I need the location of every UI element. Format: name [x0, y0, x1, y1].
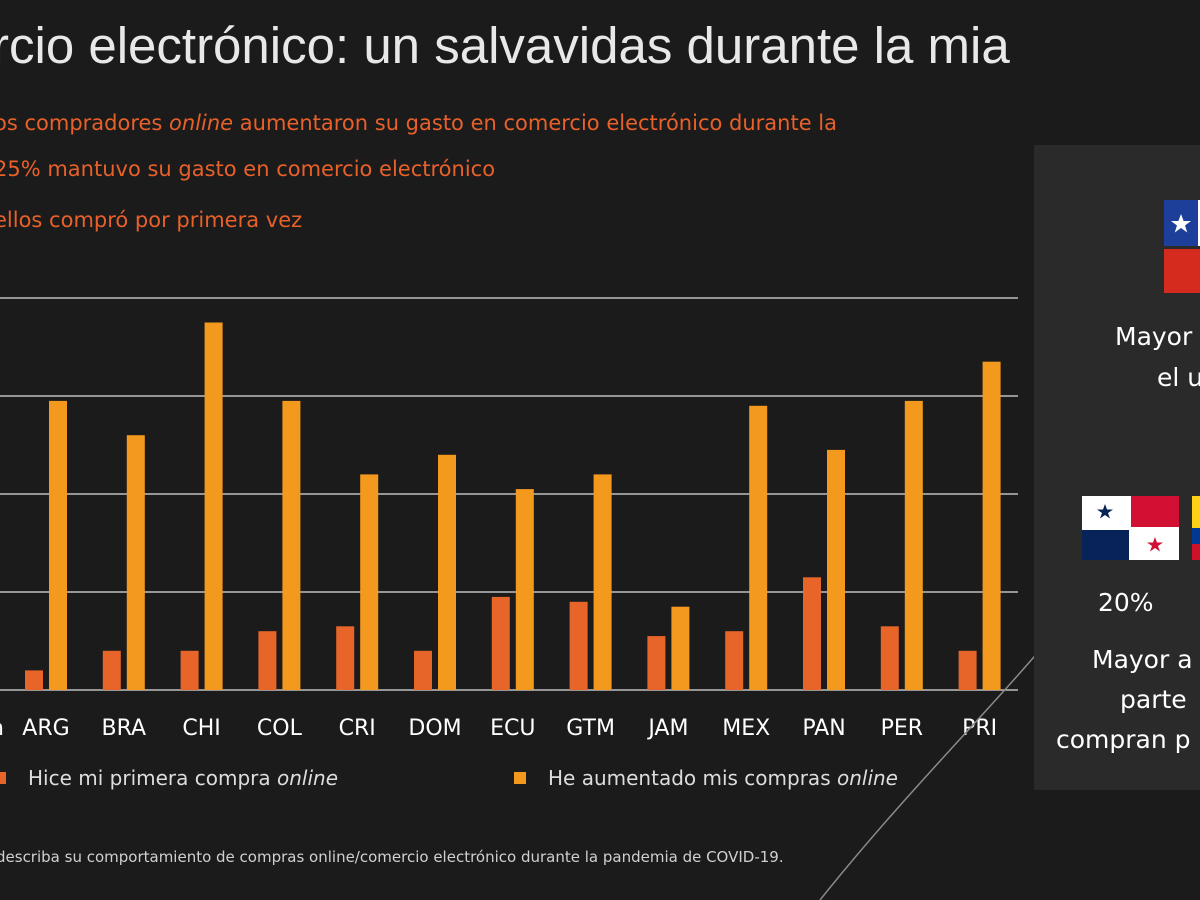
- bar-increased-purchases-dom: [438, 454, 456, 690]
- bar-increased-purchases-col: [282, 400, 301, 690]
- bullet-1-text-end: aumentaron su gasto en comercio electrón…: [233, 111, 838, 135]
- bar-increased-purchases-cri: [360, 474, 379, 690]
- bar-first-purchase-chi: [180, 650, 199, 690]
- bullet-point-1: os compradores online aumentaron su gast…: [0, 111, 837, 135]
- bar-first-purchase-ecu: [491, 596, 510, 690]
- bar-increased-purchases-arg: [49, 400, 67, 690]
- bar-chart: n ARG BRA CHI COL CRI DOM ECU GTM JAM MEX PAN PER PRI: [0, 297, 1018, 741]
- x-tick-label-pri: PRI: [962, 716, 997, 741]
- panama-flag-icon: [1082, 496, 1179, 560]
- legend-item-increased-purchases: He aumentado mis compras online: [514, 766, 898, 790]
- source-note: describa su comportamiento de compras on…: [0, 848, 784, 866]
- side-panel-text-2: el u: [1157, 363, 1200, 392]
- side-panel-text-5: compran p: [1056, 725, 1191, 754]
- x-tick-label-partial: n: [0, 716, 4, 741]
- bar-first-purchase-pan: [803, 577, 821, 690]
- x-tick-label-chi: CHI: [182, 716, 220, 741]
- bar-increased-purchases-chi: [204, 322, 223, 690]
- bar-increased-purchases-pan: [827, 449, 845, 690]
- colombia-flag-icon: [1192, 496, 1200, 560]
- side-panel-text-4: parte: [1120, 685, 1187, 714]
- x-tick-label-arg: ARG: [22, 716, 69, 741]
- bar-first-purchase-gtm: [569, 601, 588, 690]
- x-tick-label-per: PER: [881, 716, 923, 741]
- bar-increased-purchases-jam: [671, 606, 690, 690]
- x-tick-label-dom: DOM: [408, 716, 461, 741]
- x-tick-label-ecu: ECU: [490, 716, 535, 741]
- bar-increased-purchases-gtm: [593, 474, 612, 690]
- bar-first-purchase-col: [258, 631, 277, 690]
- bar-first-purchase-cri: [336, 626, 355, 690]
- x-tick-label-cri: CRI: [339, 716, 376, 741]
- x-tick-label-bra: BRA: [102, 716, 147, 741]
- legend-swatch-increased-purchases: [514, 772, 526, 784]
- bar-first-purchase-dom: [414, 650, 432, 690]
- bullet-point-2: 25% mantuvo su gasto en comercio electró…: [0, 157, 496, 181]
- legend-label-first-purchase-italic: online: [277, 766, 339, 790]
- bar-increased-purchases-per: [904, 400, 923, 690]
- bar-increased-purchases-pri: [982, 361, 1001, 690]
- x-tick-label-mex: MEX: [722, 716, 770, 741]
- side-panel-percent: 20%: [1098, 588, 1154, 617]
- bar-first-purchase-jam: [647, 636, 666, 690]
- legend-item-first-purchase: Hice mi primera compra online: [0, 766, 338, 790]
- bar-first-purchase-mex: [725, 631, 744, 690]
- bar-increased-purchases-bra: [126, 435, 145, 690]
- bar-increased-purchases-mex: [749, 405, 768, 690]
- side-panel-text-1: Mayor: [1115, 322, 1193, 351]
- bar-first-purchase-bra: [102, 650, 121, 690]
- x-tick-label-gtm: GTM: [566, 716, 615, 741]
- bar-first-purchase-pri: [958, 650, 977, 690]
- bar-first-purchase-arg: [25, 670, 43, 690]
- legend-label-increased-purchases: He aumentado mis compras: [548, 766, 831, 790]
- page-title: rcio electrónico: un salvavidas durante …: [0, 17, 1010, 74]
- chile-flag-icon: [1164, 200, 1200, 293]
- x-tick-label-jam: JAM: [646, 716, 688, 741]
- legend-label-increased-purchases-italic: online: [836, 766, 898, 790]
- bullet-point-3: ellos compró por primera vez: [0, 208, 303, 232]
- x-tick-label-pan: PAN: [802, 716, 845, 741]
- side-panel-text-3: Mayor a: [1092, 645, 1193, 674]
- x-tick-label-col: COL: [257, 716, 303, 741]
- bullet-1-text: os compradores: [0, 111, 170, 135]
- bullet-1-italic: online: [169, 111, 234, 135]
- legend-label-first-purchase: Hice mi primera compra: [28, 766, 271, 790]
- bar-first-purchase-per: [880, 626, 899, 690]
- legend-swatch-first-purchase: [0, 772, 6, 784]
- bar-increased-purchases-ecu: [515, 489, 534, 690]
